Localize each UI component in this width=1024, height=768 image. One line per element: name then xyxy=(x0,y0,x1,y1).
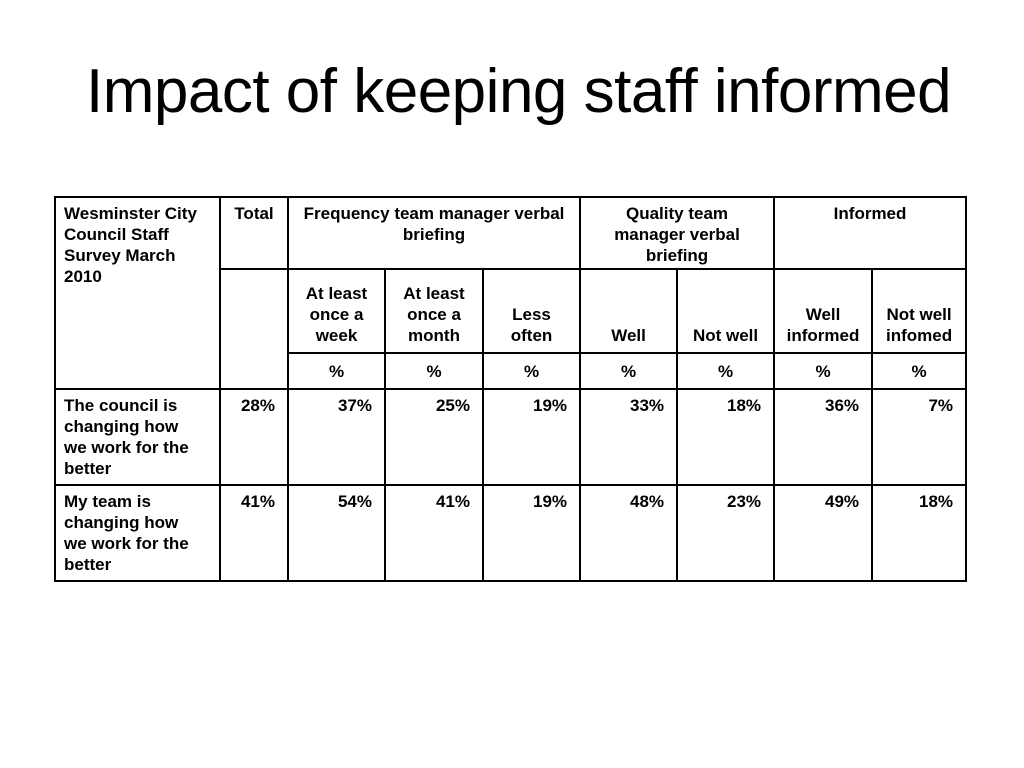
subheader-at-least-once-a-week: At least once a week xyxy=(287,268,386,354)
value-cell: 28% xyxy=(219,388,289,486)
subheader-text: At least once a month xyxy=(403,284,465,345)
value-cell: 7% xyxy=(871,388,968,486)
total-header-text: Total xyxy=(234,204,274,223)
group-header-quality-text: Quality team manager verbal briefing xyxy=(614,204,740,265)
unit-cell: % xyxy=(871,352,968,390)
unit-cell: % xyxy=(579,352,679,390)
group-header-informed-text: Informed xyxy=(833,204,907,223)
subheader-text: At least once a week xyxy=(305,284,368,345)
unit-cell: % xyxy=(287,352,386,390)
value-cell: 41% xyxy=(219,484,289,582)
value-cell: 37% xyxy=(287,388,386,486)
row-label-council: The council is changing how we work for … xyxy=(54,388,221,486)
unit-cell: % xyxy=(384,352,484,390)
subheader-text: Not well infomed xyxy=(885,305,953,345)
subheader-not-well: Not well xyxy=(676,268,776,354)
subheader-not-well-infomed: Not well infomed xyxy=(871,268,968,354)
total-column-header: Total xyxy=(219,196,289,270)
value-cell: 18% xyxy=(676,388,776,486)
corner-header-text: Wesminster City Council Staff Survey Mar… xyxy=(64,204,197,286)
slide-title: Impact of keeping staff informed xyxy=(86,57,952,126)
unit-cell: % xyxy=(676,352,776,390)
row-label-text: The council is changing how we work for … xyxy=(64,396,189,478)
value-cell: 54% xyxy=(287,484,386,582)
value-cell: 23% xyxy=(676,484,776,582)
header-row-subcolumns: At least once a week At least once a mon… xyxy=(55,268,968,390)
survey-table: Wesminster City Council Staff Survey Mar… xyxy=(54,196,968,582)
group-header-quality: Quality team manager verbal briefing xyxy=(579,196,776,270)
value-cell: 18% xyxy=(871,484,968,582)
value-cell: 19% xyxy=(481,388,582,486)
subheader-text: Well informed xyxy=(786,305,860,345)
group-header-frequency-text: Frequency team manager verbal briefing xyxy=(303,204,565,244)
value-cell: 48% xyxy=(579,484,679,582)
table-row: The council is changing how we work for … xyxy=(54,388,968,486)
subheader-less-often: Less often xyxy=(481,268,582,354)
header-row-units: % % % % % % % xyxy=(55,352,968,390)
value-cell: 19% xyxy=(481,484,582,582)
value-cell: 33% xyxy=(579,388,679,486)
subheader-text: Less often xyxy=(510,305,553,345)
header-row-groups: Wesminster City Council Staff Survey Mar… xyxy=(54,196,968,390)
subheader-text: Well xyxy=(611,326,646,345)
total-column-spacer-cell xyxy=(219,268,289,390)
row-label-team: My team is changing how we work for the … xyxy=(54,484,221,582)
table-row: My team is changing how we work for the … xyxy=(54,484,968,582)
unit-cell: % xyxy=(481,352,582,390)
corner-header-cell: Wesminster City Council Staff Survey Mar… xyxy=(54,196,221,390)
value-cell: 25% xyxy=(384,388,484,486)
subheader-well-informed: Well informed xyxy=(773,268,874,354)
value-cell: 41% xyxy=(384,484,484,582)
subheader-at-least-once-a-month: At least once a month xyxy=(384,268,484,354)
subheader-well: Well xyxy=(579,268,679,354)
subheader-text: Not well xyxy=(692,326,759,345)
unit-cell: % xyxy=(773,352,874,390)
value-cell: 36% xyxy=(773,388,874,486)
value-cell: 49% xyxy=(773,484,874,582)
group-header-informed: Informed xyxy=(773,196,968,270)
row-label-text: My team is changing how we work for the … xyxy=(64,492,189,574)
group-header-frequency: Frequency team manager verbal briefing xyxy=(286,196,582,270)
